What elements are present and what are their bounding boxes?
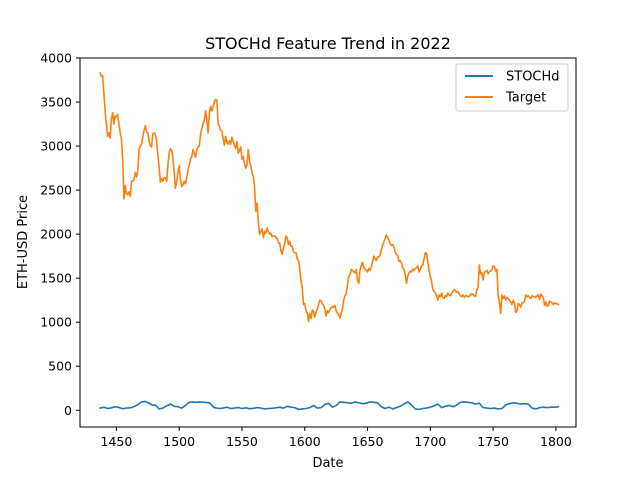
- y-tick-label: 3500: [40, 95, 72, 110]
- y-axis-label: ETH-USD Price: [16, 195, 31, 289]
- y-tick-label: 2000: [40, 227, 72, 242]
- y-tick-label: 3000: [40, 139, 72, 154]
- chart-title: STOCHd Feature Trend in 2022: [205, 34, 451, 53]
- legend-label-target: Target: [505, 91, 546, 106]
- x-tick-label: 1700: [414, 434, 446, 449]
- y-tick-label: 1000: [40, 315, 72, 330]
- x-tick-label: 1600: [289, 434, 321, 449]
- x-tick-label: 1750: [477, 434, 509, 449]
- y-tick-label: 0: [64, 403, 72, 418]
- y-tick-label: 4000: [40, 51, 72, 66]
- legend: STOCHd Target: [456, 64, 568, 111]
- x-tick-label: 1450: [101, 434, 133, 449]
- x-tick-label: 1650: [352, 434, 384, 449]
- x-tick-label: 1800: [540, 434, 572, 449]
- legend-label-stochd: STOCHd: [506, 70, 560, 85]
- y-tick-label: 1500: [40, 271, 72, 286]
- y-tick-label: 500: [48, 359, 72, 374]
- x-tick-label: 1500: [163, 434, 195, 449]
- x-axis-label: Date: [312, 456, 343, 471]
- x-tick-label: 1550: [226, 434, 258, 449]
- y-tick-label: 2500: [40, 183, 72, 198]
